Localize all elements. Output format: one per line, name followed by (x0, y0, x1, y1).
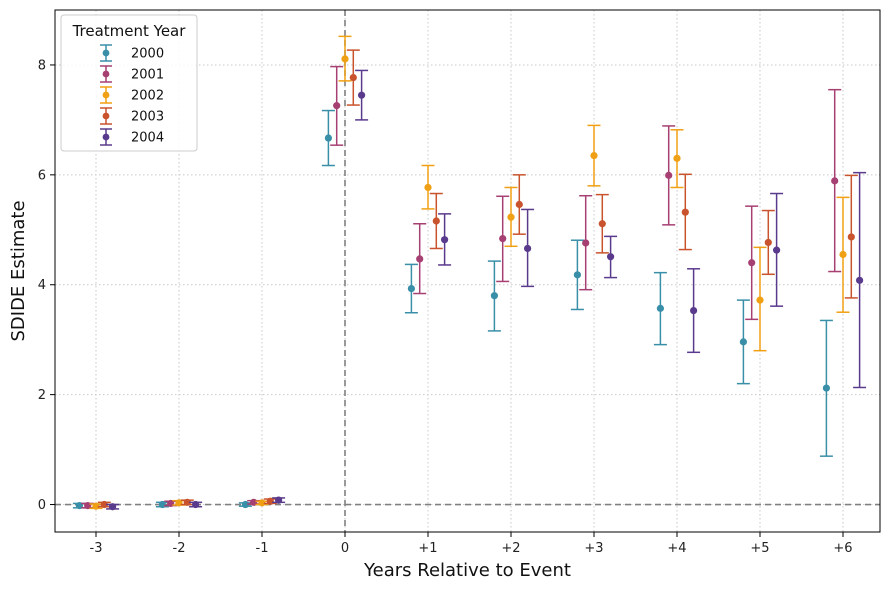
data-point (681, 208, 689, 216)
legend-label: 2000 (131, 47, 164, 62)
data-point (847, 233, 855, 241)
series-2002 (89, 35, 850, 510)
data-point (598, 220, 606, 228)
y-tick-label: 8 (38, 58, 46, 73)
data-point (175, 499, 183, 507)
x-tick-label: +5 (750, 541, 769, 556)
data-point (607, 253, 615, 261)
x-tick-label: -1 (256, 541, 269, 556)
data-point (773, 246, 781, 254)
data-point (739, 338, 748, 346)
data-point (656, 304, 665, 312)
data-point (183, 498, 191, 506)
legend-title: Treatment Year (72, 22, 187, 40)
x-tick-label: -3 (90, 541, 103, 556)
data-point (499, 234, 507, 243)
data-point (109, 503, 117, 511)
data-point (856, 276, 864, 284)
data-point (524, 244, 532, 253)
data-point (92, 502, 100, 510)
data-point (573, 271, 582, 279)
x-tick-label: +3 (584, 541, 603, 556)
legend-label: 2004 (131, 131, 164, 146)
reference-lines (55, 10, 880, 532)
legend-item-2000: 2000 (100, 44, 164, 62)
data-point (275, 496, 283, 504)
legend: Treatment Year 2000 2001 2002 2003 2004 (60, 14, 198, 152)
legend-label: 2001 (131, 68, 164, 83)
x-axis-ticks: -3 -2 -1 0 +1 +2 +3 +4 +5 +6 (90, 532, 853, 556)
data-point (507, 213, 515, 221)
data-point (324, 134, 332, 142)
legend-marker (102, 70, 110, 78)
legend-items: 2000 2001 2002 2003 2004 (100, 44, 164, 146)
data-point (192, 500, 200, 509)
legend-box (60, 14, 198, 152)
data-point (839, 250, 847, 259)
legend-label: 2002 (131, 89, 164, 104)
data-point (441, 236, 449, 244)
data-point (822, 384, 831, 392)
legend-item-2002: 2002 (100, 86, 164, 104)
legend-item-2003: 2003 (100, 107, 164, 125)
data-point (590, 152, 598, 160)
data-point (490, 292, 498, 300)
legend-label: 2003 (131, 110, 164, 125)
data-point (266, 497, 274, 505)
data-point (167, 499, 175, 508)
x-tick-label: +1 (418, 541, 437, 556)
legend-marker (102, 91, 110, 99)
data-point (432, 217, 440, 225)
y-axis-label: SDIDE Estimate (8, 200, 29, 341)
series-2003 (97, 49, 858, 509)
legend-marker (102, 49, 110, 57)
legend-marker (102, 133, 110, 141)
data-marks (72, 35, 867, 511)
y-tick-label: 4 (38, 278, 46, 293)
y-tick-label: 6 (38, 168, 46, 183)
data-point (250, 498, 258, 506)
data-point (424, 183, 432, 192)
data-point (756, 296, 764, 304)
data-point (764, 238, 772, 247)
y-tick-label: 2 (38, 388, 46, 403)
data-point (665, 171, 673, 179)
data-point (358, 91, 366, 99)
data-point (690, 306, 698, 315)
x-tick-label: -2 (173, 541, 186, 556)
data-point (407, 284, 415, 293)
data-point (416, 255, 424, 263)
legend-item-2001: 2001 (100, 65, 164, 83)
y-tick-label: 0 (38, 498, 46, 513)
data-point (673, 154, 681, 162)
data-point (100, 500, 108, 509)
data-point (831, 177, 839, 185)
data-point (241, 500, 249, 509)
x-tick-label: 0 (341, 541, 349, 556)
series-2004 (106, 69, 867, 511)
data-point (333, 102, 341, 110)
x-tick-label: +6 (833, 541, 852, 556)
x-tick-label: +4 (667, 541, 686, 556)
y-axis-ticks: 0 2 4 6 8 (38, 58, 55, 513)
data-point (158, 500, 166, 509)
legend-item-2004: 2004 (100, 128, 164, 146)
x-axis-label: Years Relative to Event (363, 560, 571, 581)
x-tick-label: +2 (501, 541, 520, 556)
data-point (582, 239, 590, 247)
data-point (341, 55, 349, 63)
plot-frame (54, 9, 881, 533)
data-point (748, 259, 756, 267)
data-point (515, 200, 523, 209)
data-point (349, 73, 357, 82)
legend-marker (102, 112, 110, 120)
data-point (258, 499, 266, 507)
